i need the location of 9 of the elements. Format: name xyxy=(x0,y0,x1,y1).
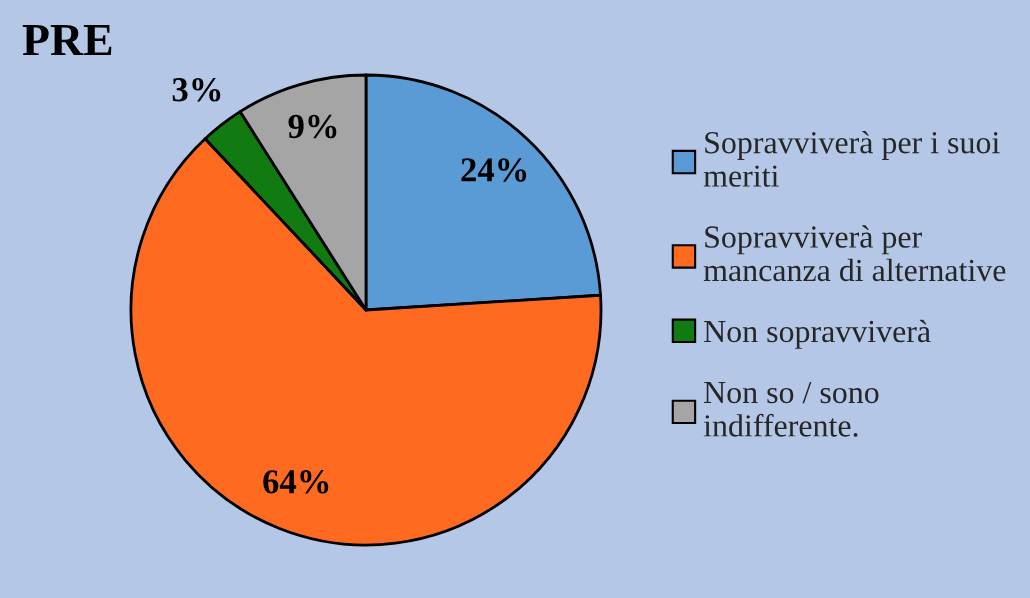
legend-label: Non sopravviverà xyxy=(704,319,931,349)
legend-label: Sopravviverà per i suoi meriti xyxy=(703,130,1000,187)
data-label: 64% xyxy=(263,470,329,494)
data-label: 24% xyxy=(461,158,527,182)
legend-label: Non so / sono indifferente. xyxy=(703,381,879,437)
data-label: 9% xyxy=(288,114,337,139)
chart-title: PRE xyxy=(22,25,112,56)
data-label: 3% xyxy=(172,78,221,102)
legend-label: Sopravviverà per mancanza di alternative xyxy=(703,225,1006,282)
